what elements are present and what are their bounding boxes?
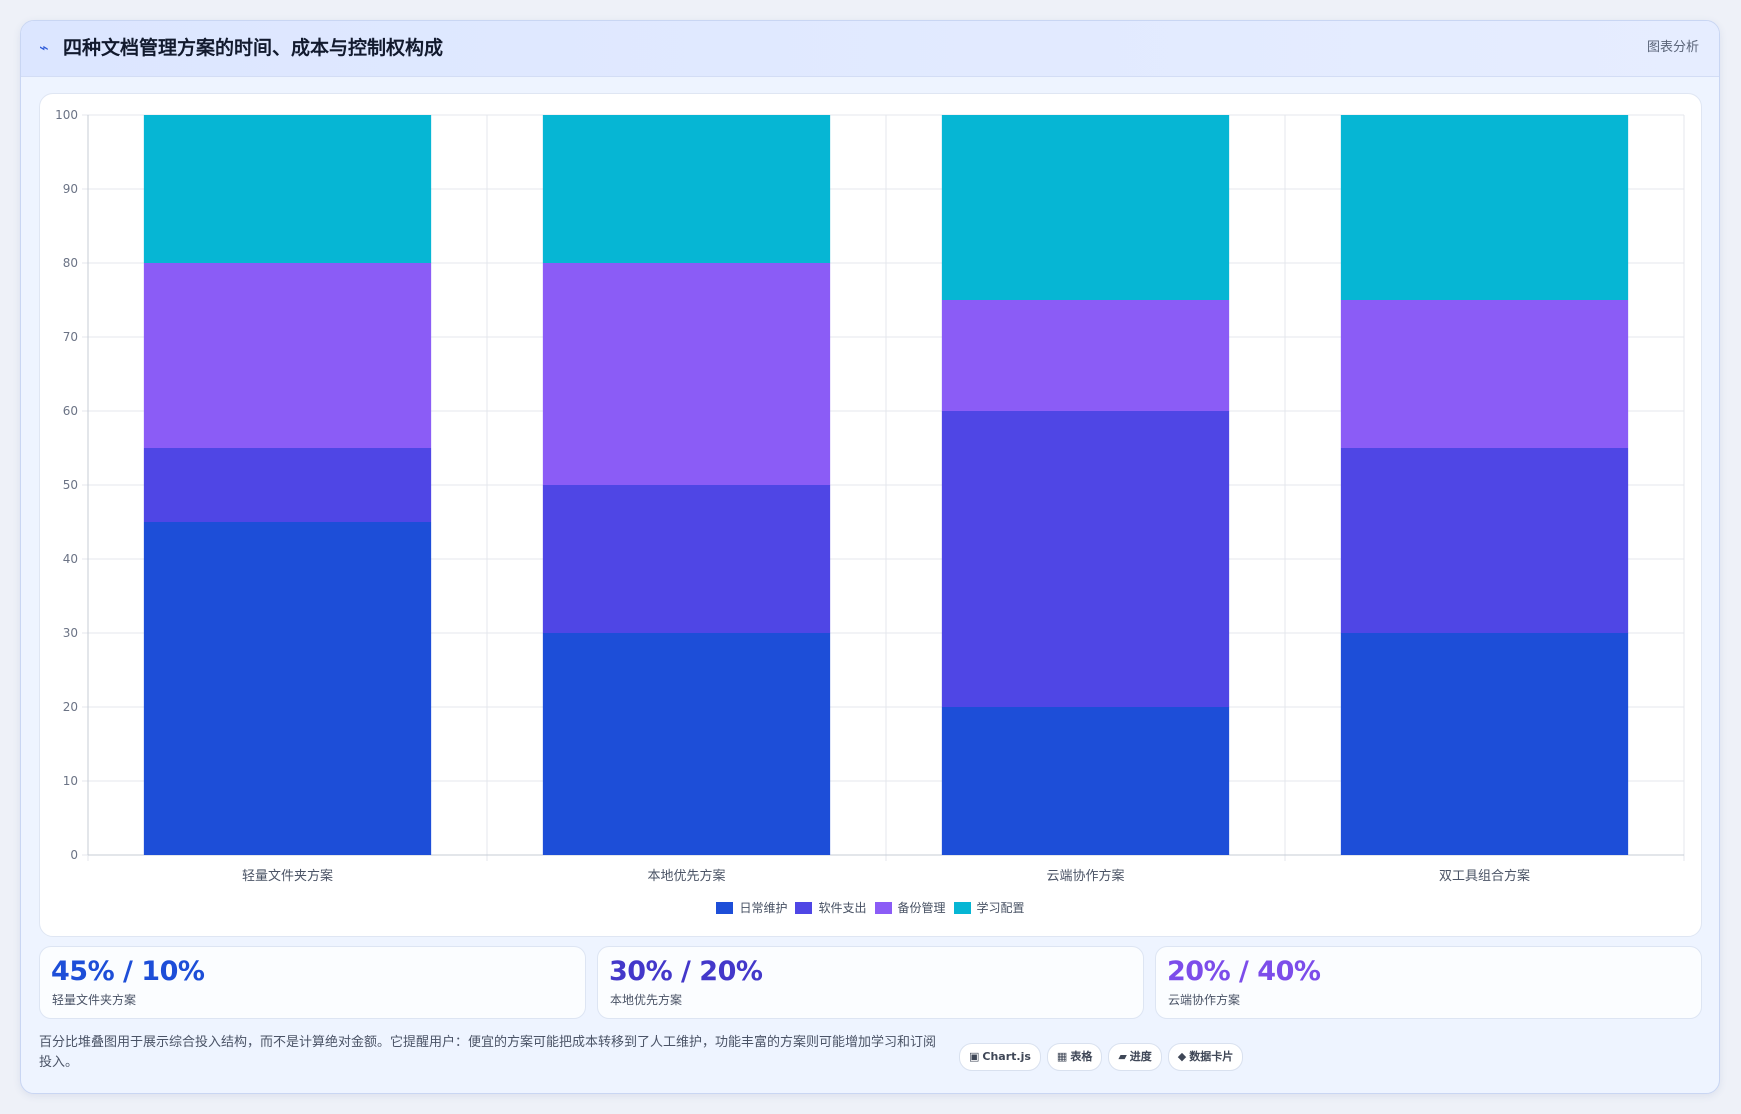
bar-segment [1340, 448, 1629, 633]
chip-progress[interactable]: ▰ 进度 [1108, 1043, 1162, 1071]
chart-analysis-button[interactable]: 图表分析 [1646, 40, 1699, 55]
bar-segment [941, 707, 1230, 855]
bar-segment [1340, 300, 1629, 448]
chart-legend: 日常维护 软件支出 备份管理 学习配置 [40, 899, 1701, 916]
stat-value: 45% / 10% [51, 956, 205, 987]
stat-label: 云端协作方案 [1168, 993, 1241, 1007]
chip-chartjs[interactable]: ▣ Chart.js [959, 1043, 1041, 1071]
stat-label: 本地优先方案 [610, 993, 683, 1007]
bar-segment [143, 522, 432, 855]
chip-label: 数据卡片 [1189, 1050, 1234, 1063]
stat-card-lightweight: 45% / 10% 轻量文件夹方案 [39, 946, 586, 1019]
chip-data-card[interactable]: ◆ 数据卡片 [1167, 1043, 1244, 1071]
bar-segment [941, 115, 1230, 300]
y-tick-label: 70 [63, 330, 78, 344]
y-tick-label: 10 [63, 774, 78, 788]
legend-label: 学习配置 [976, 900, 1025, 915]
bar-segment [1340, 633, 1629, 855]
legend-swatch [874, 901, 892, 914]
bar-segment [1340, 115, 1629, 300]
chart-panel: ⌁ 四种文档管理方案的时间、成本与控制权构成 图表分析 0 10 20 30 40 50 6… [20, 20, 1720, 1094]
chip-table[interactable]: ▦ 表格 [1046, 1043, 1103, 1071]
progress-icon: ▰ [1118, 1050, 1127, 1063]
lightning-icon: ⌁ [39, 38, 49, 57]
legend-swatch [716, 901, 734, 914]
legend-item[interactable]: 学习配置 [953, 900, 1025, 916]
chart-card: 0 10 20 30 40 50 60 70 80 90 100 轻量文件夹方案 本地优先方案 云端协作方… [39, 93, 1702, 937]
bar-segment [143, 115, 432, 263]
x-tick-label: 本地优先方案 [647, 868, 725, 884]
legend-swatch [953, 901, 971, 914]
bar-segment [542, 115, 831, 263]
legend-item[interactable]: 软件支出 [795, 900, 867, 916]
bar-segment [143, 263, 432, 448]
bar-segment [542, 263, 831, 485]
bar-segment [542, 485, 831, 633]
chip-label: Chart.js [982, 1050, 1031, 1063]
y-tick-label: 60 [63, 404, 78, 418]
bar-segment [941, 300, 1230, 411]
legend-swatch [795, 901, 813, 914]
y-tick-label: 90 [63, 182, 78, 196]
legend-item[interactable]: 备份管理 [874, 900, 946, 916]
y-tick-label: 20 [63, 700, 78, 714]
stat-label: 轻量文件夹方案 [52, 993, 137, 1007]
stat-value: 20% / 40% [1167, 956, 1321, 987]
tech-chips: ▣ Chart.js ▦ 表格 ▰ 进度 ◆ 数据卡片 [959, 1043, 1249, 1071]
stat-card-local: 30% / 20% 本地优先方案 [597, 946, 1144, 1019]
y-tick-label: 40 [63, 552, 78, 566]
y-tick-label: 50 [63, 478, 78, 492]
bar-segment [941, 411, 1230, 707]
bar-segment [143, 448, 432, 522]
y-tick-label: 0 [70, 848, 78, 862]
stat-card-cloud: 20% / 40% 云端协作方案 [1155, 946, 1702, 1019]
y-tick-label: 80 [63, 256, 78, 270]
footer-note: 百分比堆叠图用于展示综合投入结构，而不是计算绝对金额。它提醒用户：便宜的方案可能… [39, 1035, 937, 1070]
legend-label: 日常维护 [739, 900, 788, 915]
table-icon: ▦ [1056, 1050, 1068, 1063]
card-icon: ◆ [1177, 1050, 1187, 1063]
stacked-bar-chart: 0 10 20 30 40 50 60 70 80 90 100 轻量文件夹方案 本地优先方案 云端协作方… [55, 108, 1685, 884]
chip-label: 表格 [1070, 1050, 1093, 1063]
y-tick-label: 30 [63, 626, 78, 640]
x-tick-label: 云端协作方案 [1046, 868, 1124, 884]
chip-label: 进度 [1129, 1050, 1152, 1063]
y-tick-label: 100 [55, 108, 78, 122]
x-tick-label: 双工具组合方案 [1439, 868, 1530, 884]
chart-icon: ▣ [969, 1050, 980, 1063]
legend-item[interactable]: 日常维护 [716, 900, 787, 916]
bar-segment [542, 633, 831, 855]
panel-header: ⌁ 四种文档管理方案的时间、成本与控制权构成 图表分析 [21, 21, 1719, 77]
legend-label: 备份管理 [897, 900, 946, 915]
x-tick-label: 轻量文件夹方案 [242, 868, 333, 884]
page-title: 四种文档管理方案的时间、成本与控制权构成 [63, 37, 444, 59]
stat-value: 30% / 20% [609, 956, 763, 987]
legend-label: 软件支出 [818, 900, 867, 915]
